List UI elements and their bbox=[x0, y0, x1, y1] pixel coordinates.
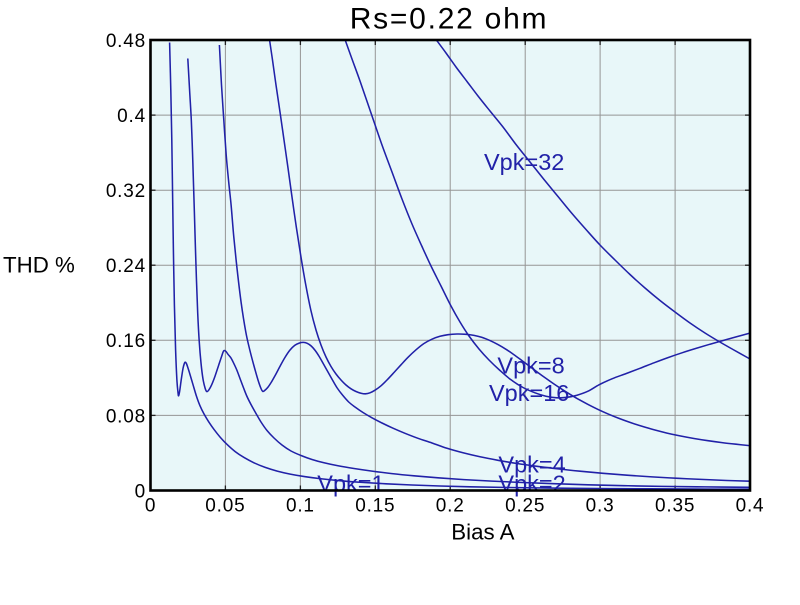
svg-text:Vpk=8: Vpk=8 bbox=[497, 353, 564, 379]
svg-text:0.25: 0.25 bbox=[505, 495, 545, 516]
svg-text:Bias A: Bias A bbox=[451, 520, 514, 545]
svg-text:0.16: 0.16 bbox=[106, 331, 146, 352]
svg-text:0: 0 bbox=[145, 495, 156, 516]
svg-text:0.3: 0.3 bbox=[586, 495, 615, 516]
svg-text:Vpk=32: Vpk=32 bbox=[484, 149, 564, 175]
svg-text:0.15: 0.15 bbox=[355, 495, 395, 516]
svg-text:0.4: 0.4 bbox=[736, 495, 765, 516]
svg-text:0.32: 0.32 bbox=[106, 181, 146, 202]
svg-text:0.08: 0.08 bbox=[106, 406, 146, 427]
svg-text:0.35: 0.35 bbox=[655, 495, 695, 516]
svg-text:Vpk=16: Vpk=16 bbox=[489, 380, 569, 406]
svg-text:Vpk=2: Vpk=2 bbox=[498, 470, 565, 496]
svg-text:Vpk=4: Vpk=4 bbox=[498, 452, 565, 478]
svg-text:THD %: THD % bbox=[3, 253, 75, 278]
svg-text:Rs=0.22 ohm: Rs=0.22 ohm bbox=[350, 3, 549, 36]
svg-text:0.4: 0.4 bbox=[117, 106, 146, 127]
svg-text:0.05: 0.05 bbox=[205, 495, 245, 516]
svg-text:0.24: 0.24 bbox=[106, 256, 146, 277]
svg-text:0.1: 0.1 bbox=[286, 495, 315, 516]
svg-text:0.2: 0.2 bbox=[436, 495, 465, 516]
svg-text:0: 0 bbox=[135, 481, 146, 502]
svg-text:Vpk=1: Vpk=1 bbox=[317, 470, 384, 496]
svg-text:0.48: 0.48 bbox=[106, 31, 146, 52]
